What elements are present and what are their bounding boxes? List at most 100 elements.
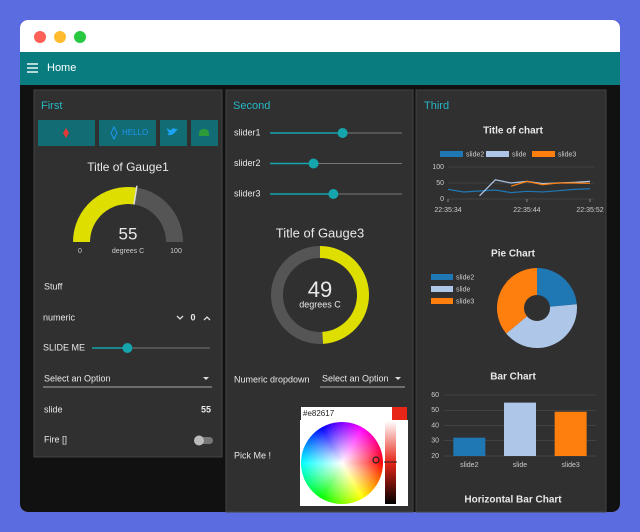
legend-swatch: [486, 151, 509, 157]
gauge-arc: [73, 186, 137, 242]
group-panel: [33, 89, 223, 458]
legend-label: slide: [512, 151, 527, 158]
x-tick-label: 22:35:34: [434, 207, 461, 214]
slider[interactable]: slider2: [234, 158, 402, 169]
legend-label: slide3: [558, 151, 576, 158]
slider[interactable]: slider3: [234, 188, 402, 199]
toolbar: [20, 52, 620, 85]
sliders: slider1 slider2 slider3: [234, 127, 402, 199]
slider-label: slider3: [234, 188, 261, 198]
color-wheel[interactable]: [301, 422, 383, 504]
bar: [554, 411, 587, 456]
group-title: First: [41, 100, 62, 112]
bar-chart: 20 30 40 50 60 slide2 slide slide3: [431, 392, 596, 469]
dropdown-caret: [395, 377, 401, 380]
x-tick-label: slide2: [460, 462, 478, 469]
slider[interactable]: [92, 343, 210, 353]
slider-thumb: [122, 343, 133, 353]
legend-swatch: [440, 151, 463, 157]
gauge-title: Title of Gauge3: [276, 225, 364, 240]
line-chart: 0 50 100 22:35:34 22:35:44 22:35:52 slide2 slid…: [432, 151, 604, 214]
switch-label: Fire []: [44, 434, 67, 444]
chart-title: Horizontal Bar Chart: [464, 495, 562, 506]
color-picker-label: Pick Me !: [234, 450, 271, 460]
slider-label: SLIDE ME: [43, 342, 85, 352]
pie-slice: [506, 304, 577, 348]
y-tick-label: 50: [431, 407, 439, 414]
legend-swatch: [431, 286, 453, 292]
color-value: #e82617: [303, 409, 335, 418]
numeric-value: 0: [190, 312, 195, 322]
button[interactable]: [99, 120, 156, 146]
dropdown[interactable]: Select an Option: [44, 373, 111, 383]
close-button[interactable]: [34, 31, 46, 43]
increment-button[interactable]: [203, 316, 211, 321]
numeric-label: numeric: [43, 312, 76, 322]
bar: [453, 437, 486, 456]
gauge-max: 100: [170, 248, 182, 255]
gauge-arc: [320, 246, 370, 344]
maximize-button[interactable]: [74, 31, 86, 43]
chart-title: Title of chart: [483, 126, 543, 137]
pie-slice: [537, 268, 577, 307]
switch-thumb: [194, 435, 204, 446]
y-tick-label: 100: [432, 164, 444, 171]
gauge: [271, 246, 370, 344]
button-icon: [199, 129, 209, 136]
slider-label: slider2: [234, 158, 261, 168]
text-label: slide: [44, 404, 63, 414]
legend-swatch: [431, 274, 453, 280]
x-tick-label: slide3: [562, 462, 580, 469]
x-tick-label: 22:35:52: [576, 207, 603, 214]
pie-chart: slide2 slide slide3: [431, 268, 577, 348]
slider-thumb: [308, 158, 319, 169]
legend-label: slide3: [456, 298, 474, 305]
text-value: 55: [201, 404, 211, 414]
y-tick-label: 30: [431, 438, 439, 445]
gauge-value: 49: [308, 277, 332, 302]
color-marker: [372, 456, 380, 464]
y-tick-label: 60: [431, 392, 439, 399]
dropdown-label: Numeric dropdown: [234, 374, 310, 384]
color-input[interactable]: [301, 407, 392, 420]
gauge-title: Title of Gauge1: [87, 160, 169, 174]
color-swatch: [392, 407, 407, 420]
x-tick-label: slide: [513, 462, 528, 469]
button-icon: [167, 128, 178, 136]
line-series: [447, 188, 591, 194]
switch[interactable]: [194, 435, 213, 446]
line-series: [510, 180, 591, 187]
menu-icon[interactable]: [27, 63, 38, 73]
legend-label: slide2: [456, 274, 474, 281]
slider-thumb: [328, 189, 339, 199]
gauge-units: degrees C: [112, 248, 144, 255]
gauge-needle: [133, 185, 138, 205]
slider[interactable]: slider1: [234, 127, 402, 138]
pie-slice: [497, 268, 537, 334]
gauge-min: 0: [78, 248, 82, 255]
button-icon: [63, 128, 69, 138]
group-title: Second: [233, 100, 270, 112]
x-tick-label: 22:35:44: [513, 207, 540, 214]
y-tick-label: 0: [440, 196, 444, 203]
y-tick-label: 20: [431, 453, 439, 460]
button-icon: [110, 125, 118, 141]
y-tick-label: 50: [436, 180, 444, 187]
chart-title: Bar Chart: [490, 372, 536, 383]
chart-title: Pie Chart: [491, 249, 536, 260]
legend-label: slide: [456, 286, 471, 293]
legend-swatch: [431, 298, 453, 304]
dropdown-caret: [203, 377, 209, 380]
minimize-button[interactable]: [54, 31, 66, 43]
legend-swatch: [532, 151, 555, 157]
text-label: Stuff: [44, 281, 63, 291]
gauge: [73, 185, 183, 242]
slider-thumb: [337, 128, 348, 138]
bar: [504, 402, 536, 456]
dropdown[interactable]: Select an Option: [322, 373, 389, 383]
y-tick-label: 40: [431, 422, 439, 429]
decrement-button[interactable]: [176, 315, 184, 320]
slider-label: slider1: [234, 127, 261, 137]
